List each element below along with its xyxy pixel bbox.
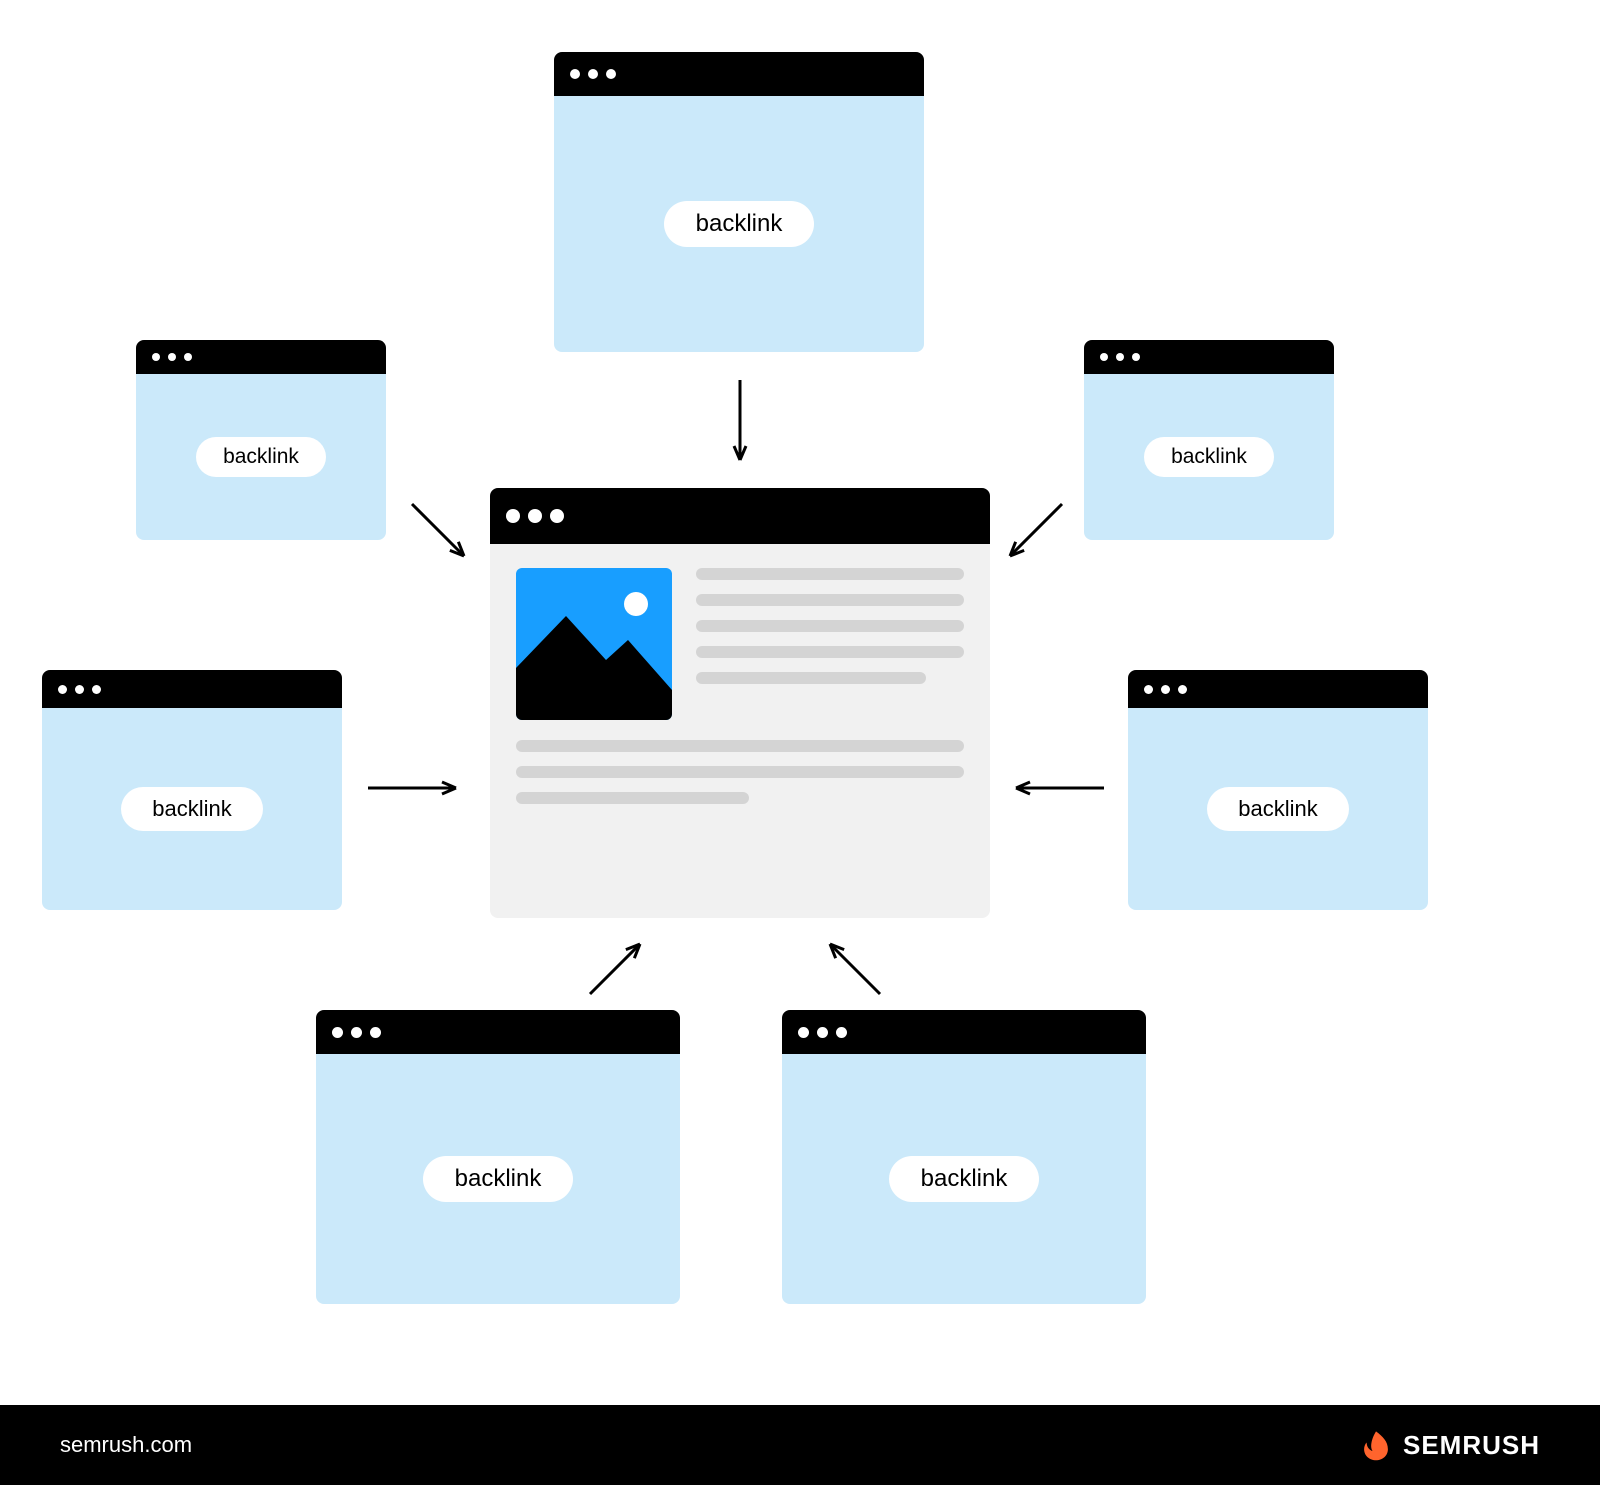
text-line: [516, 792, 749, 804]
backlink-pill: backlink: [1144, 437, 1274, 477]
backlink-window-top: backlink: [554, 52, 924, 352]
arrow-icon: [348, 768, 476, 808]
arrow-mid-right: [996, 768, 1124, 808]
window-body: backlink: [42, 708, 342, 910]
window-body: backlink: [316, 1054, 680, 1304]
footer-url: semrush.com: [60, 1432, 192, 1458]
window-titlebar: [136, 340, 386, 374]
mountain-image-icon: [516, 568, 672, 720]
titlebar-dot-icon: [798, 1027, 809, 1038]
backlink-window-bottom-left: backlink: [316, 1010, 680, 1304]
window-body: backlink: [136, 374, 386, 540]
brand-name: SEMRUSH: [1403, 1430, 1540, 1461]
window-body: backlink: [1128, 708, 1428, 910]
arrow-bottom-left: [570, 924, 660, 1014]
text-line: [696, 594, 964, 606]
backlink-window-mid-left: backlink: [42, 670, 342, 910]
window-titlebar: [316, 1010, 680, 1054]
backlink-window-mid-right: backlink: [1128, 670, 1428, 910]
backlink-pill: backlink: [423, 1156, 573, 1202]
window-titlebar: [490, 488, 990, 544]
footer-bar: semrush.com SEMRUSH: [0, 1405, 1600, 1485]
titlebar-dot-icon: [1116, 353, 1124, 361]
titlebar-dot-icon: [528, 509, 542, 523]
arrow-bottom-right: [810, 924, 900, 1014]
text-line: [696, 620, 964, 632]
arrow-icon: [720, 360, 760, 480]
titlebar-dot-icon: [1144, 685, 1153, 694]
titlebar-dot-icon: [332, 1027, 343, 1038]
titlebar-dot-icon: [1178, 685, 1187, 694]
titlebar-dot-icon: [570, 69, 580, 79]
text-line: [696, 568, 964, 580]
titlebar-dot-icon: [370, 1027, 381, 1038]
titlebar-dot-icon: [1100, 353, 1108, 361]
titlebar-dot-icon: [168, 353, 176, 361]
arrow-icon: [996, 768, 1124, 808]
titlebar-dot-icon: [184, 353, 192, 361]
window-titlebar: [1084, 340, 1334, 374]
brand-logo: SEMRUSH: [1359, 1428, 1540, 1462]
arrow-top-right: [990, 484, 1082, 576]
arrow-icon: [570, 924, 660, 1014]
backlink-pill: backlink: [121, 787, 263, 831]
webpage-text-lines: [696, 568, 964, 684]
titlebar-dot-icon: [588, 69, 598, 79]
titlebar-dot-icon: [606, 69, 616, 79]
text-line: [696, 646, 964, 658]
arrow-top: [720, 360, 760, 480]
webpage-image-placeholder: [516, 568, 672, 720]
webpage-text-lines: [516, 740, 964, 804]
text-line: [696, 672, 926, 684]
window-body: backlink: [554, 96, 924, 352]
window-titlebar: [42, 670, 342, 708]
titlebar-dot-icon: [817, 1027, 828, 1038]
text-line: [516, 766, 964, 778]
target-webpage-window: [490, 488, 990, 918]
titlebar-dot-icon: [506, 509, 520, 523]
titlebar-dot-icon: [1132, 353, 1140, 361]
webpage-body: [490, 544, 990, 918]
arrow-icon: [392, 484, 484, 576]
titlebar-dot-icon: [92, 685, 101, 694]
backlink-pill: backlink: [196, 437, 326, 477]
titlebar-dot-icon: [550, 509, 564, 523]
backlink-window-bottom-right: backlink: [782, 1010, 1146, 1304]
window-titlebar: [1128, 670, 1428, 708]
window-body: backlink: [1084, 374, 1334, 540]
titlebar-dot-icon: [75, 685, 84, 694]
arrow-icon: [810, 924, 900, 1014]
titlebar-dot-icon: [152, 353, 160, 361]
titlebar-dot-icon: [836, 1027, 847, 1038]
window-body: backlink: [782, 1054, 1146, 1304]
backlink-pill: backlink: [1207, 787, 1349, 831]
backlink-window-top-right: backlink: [1084, 340, 1334, 540]
backlink-pill: backlink: [664, 201, 814, 247]
arrow-mid-left: [348, 768, 476, 808]
arrow-icon: [990, 484, 1082, 576]
arrow-top-left: [392, 484, 484, 576]
window-titlebar: [554, 52, 924, 96]
semrush-flame-icon: [1359, 1428, 1393, 1462]
diagram-canvas: backlink backlink backlink backlink backlink…: [0, 0, 1600, 1405]
titlebar-dot-icon: [1161, 685, 1170, 694]
titlebar-dot-icon: [351, 1027, 362, 1038]
window-titlebar: [782, 1010, 1146, 1054]
text-line: [516, 740, 964, 752]
backlink-pill: backlink: [889, 1156, 1039, 1202]
titlebar-dot-icon: [58, 685, 67, 694]
backlink-window-top-left: backlink: [136, 340, 386, 540]
